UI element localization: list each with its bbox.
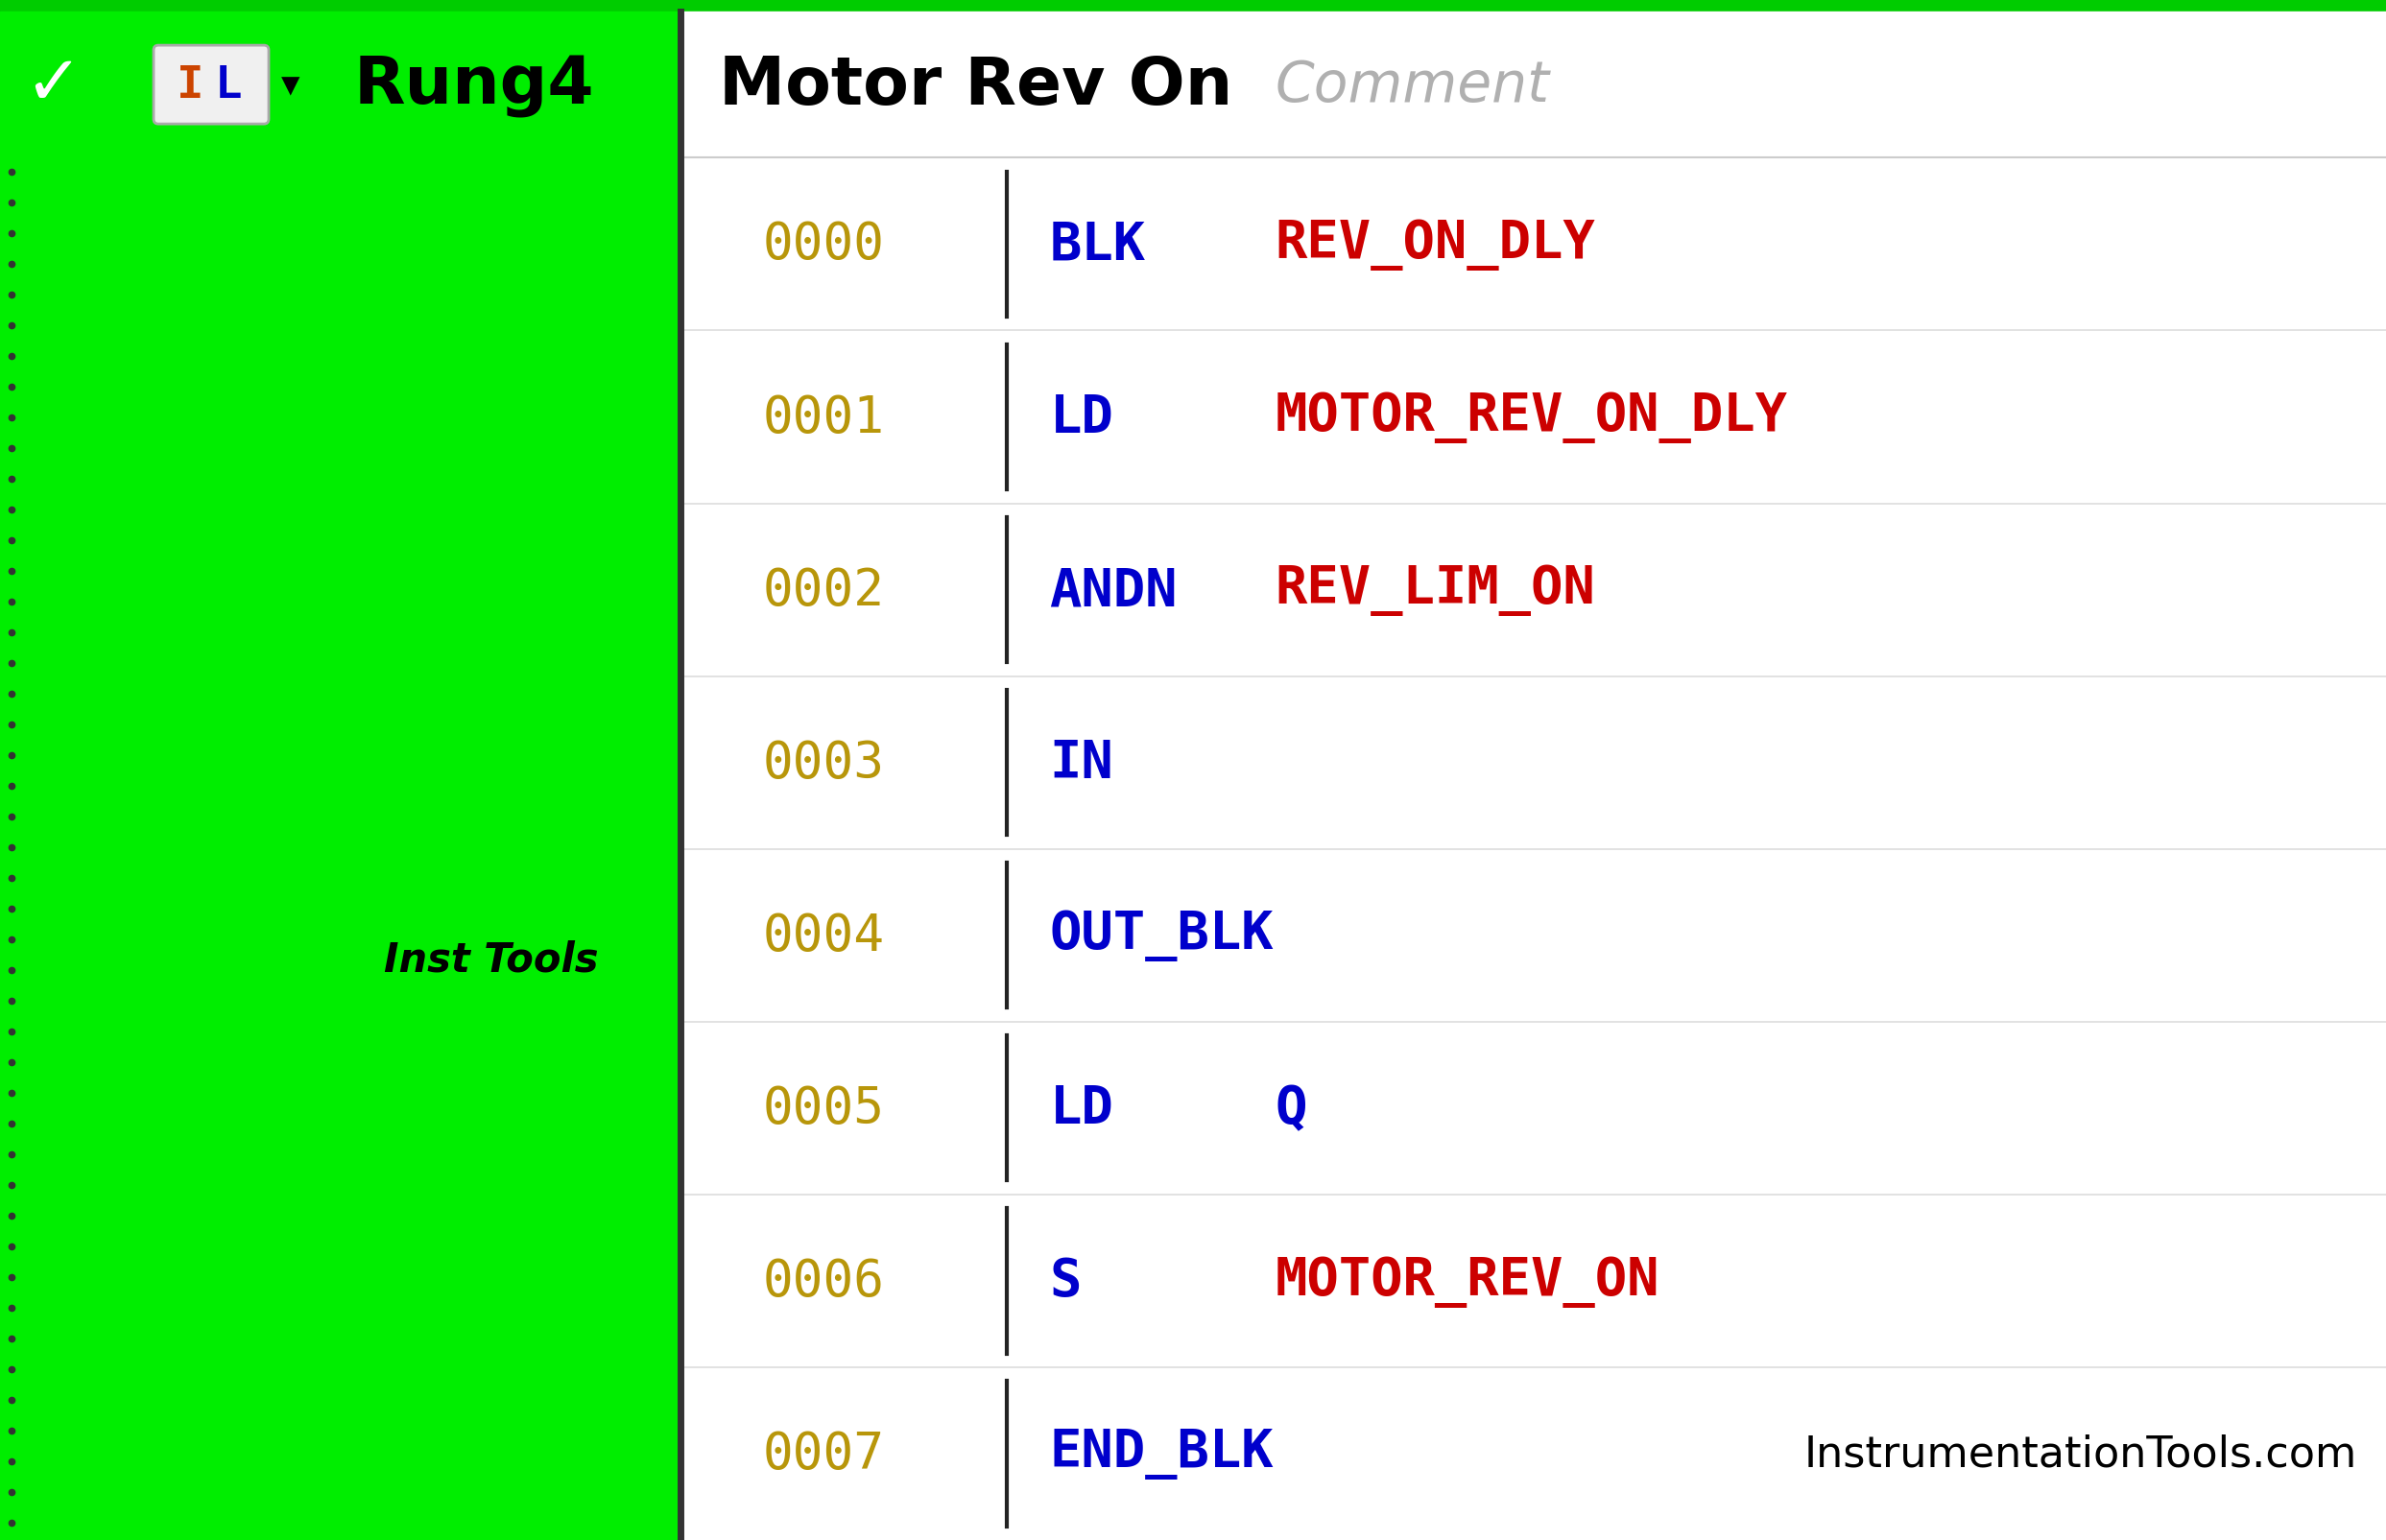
Text: LD: LD <box>1050 393 1114 444</box>
Text: 0002: 0002 <box>764 565 885 616</box>
Bar <box>0 159 680 1540</box>
FancyBboxPatch shape <box>153 46 270 125</box>
Text: 0003: 0003 <box>764 738 885 788</box>
Text: 0006: 0006 <box>764 1257 885 1306</box>
Text: END_BLK: END_BLK <box>1050 1428 1274 1478</box>
Text: LD: LD <box>1050 1083 1114 1133</box>
Text: L: L <box>215 63 241 108</box>
Text: I: I <box>177 63 203 108</box>
Text: 0004: 0004 <box>764 910 885 961</box>
Bar <box>0 12 680 159</box>
Text: REV_ON_DLY: REV_ON_DLY <box>1274 219 1596 271</box>
Text: Comment: Comment <box>1274 59 1549 112</box>
Text: Rung4: Rung4 <box>353 54 594 117</box>
Text: OUT_BLK: OUT_BLK <box>1050 910 1274 961</box>
Text: MOTOR_REV_ON_DLY: MOTOR_REV_ON_DLY <box>1274 393 1787 444</box>
Text: S: S <box>1050 1255 1081 1306</box>
Bar <box>0 0 2386 12</box>
Text: Q: Q <box>1274 1083 1308 1133</box>
Text: 0005: 0005 <box>764 1083 885 1133</box>
Text: MOTOR_REV_ON: MOTOR_REV_ON <box>1274 1255 1658 1306</box>
Text: Motor Rev On: Motor Rev On <box>718 54 1231 117</box>
Text: ▾: ▾ <box>282 68 301 103</box>
Bar <box>680 12 2386 159</box>
Text: InstrumentationTools.com: InstrumentationTools.com <box>1804 1434 2357 1474</box>
Text: ANDN: ANDN <box>1050 565 1179 616</box>
Text: 0000: 0000 <box>764 220 885 270</box>
Text: 0001: 0001 <box>764 393 885 442</box>
Text: IN: IN <box>1050 738 1114 788</box>
Text: REV_LIM_ON: REV_LIM_ON <box>1274 565 1596 616</box>
Text: 0007: 0007 <box>764 1429 885 1478</box>
Text: Inst Tools: Inst Tools <box>384 939 599 979</box>
Text: BLK: BLK <box>1050 220 1145 271</box>
Text: ✓: ✓ <box>24 52 81 119</box>
